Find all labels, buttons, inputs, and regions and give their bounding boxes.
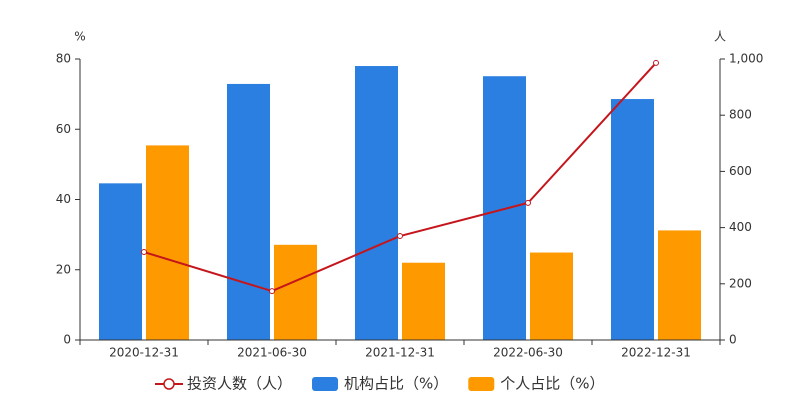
- y-axis-unit: %: [74, 30, 85, 44]
- bar: [99, 183, 142, 340]
- y2-tick-label: 400: [729, 220, 752, 234]
- y-tick-label: 80: [56, 52, 71, 66]
- y-tick-label: 0: [63, 333, 71, 347]
- line-point: [397, 233, 403, 240]
- bar: [530, 252, 573, 340]
- legend: 投资人数（人） 机构占比（%） 个人占比（%）: [155, 375, 605, 393]
- line-point: [525, 199, 531, 206]
- legend-marker: [163, 378, 175, 390]
- line-point: [653, 59, 659, 66]
- line-point: [141, 249, 147, 256]
- legend-label: 个人占比（%）: [500, 375, 604, 393]
- bar: [611, 99, 654, 340]
- legend-label: 机构占比（%）: [344, 375, 448, 393]
- bar: [227, 83, 270, 340]
- y2-tick-label: 800: [729, 108, 752, 122]
- line-point: [269, 288, 275, 295]
- bar: [355, 66, 398, 341]
- bar: [274, 244, 317, 340]
- y-tick-label: 60: [56, 122, 71, 136]
- y2-tick-label: 1,000: [729, 52, 763, 66]
- x-tick-label: 2020-12-31: [109, 346, 179, 360]
- line: [143, 62, 657, 293]
- y2-tick-label: 200: [729, 276, 752, 290]
- bar: [658, 230, 701, 340]
- y-tick-label: 40: [56, 192, 71, 206]
- x-tick-label: 2022-06-30: [493, 346, 563, 360]
- x-tick-label: 2022-12-31: [621, 346, 691, 360]
- bar: [402, 262, 445, 340]
- x-tick-label: 2021-12-31: [365, 346, 435, 360]
- y2-axis-unit: 人: [714, 30, 726, 44]
- y2-tick-label: 0: [729, 333, 737, 347]
- x-tick-label: 2021-06-30: [237, 346, 307, 360]
- y2-tick-label: 600: [729, 164, 752, 178]
- legend-label: 投资人数（人）: [187, 375, 292, 393]
- y-tick-label: 20: [56, 262, 71, 276]
- legend-swatch: [468, 377, 495, 391]
- legend-swatch: [312, 377, 339, 391]
- bar: [146, 145, 189, 340]
